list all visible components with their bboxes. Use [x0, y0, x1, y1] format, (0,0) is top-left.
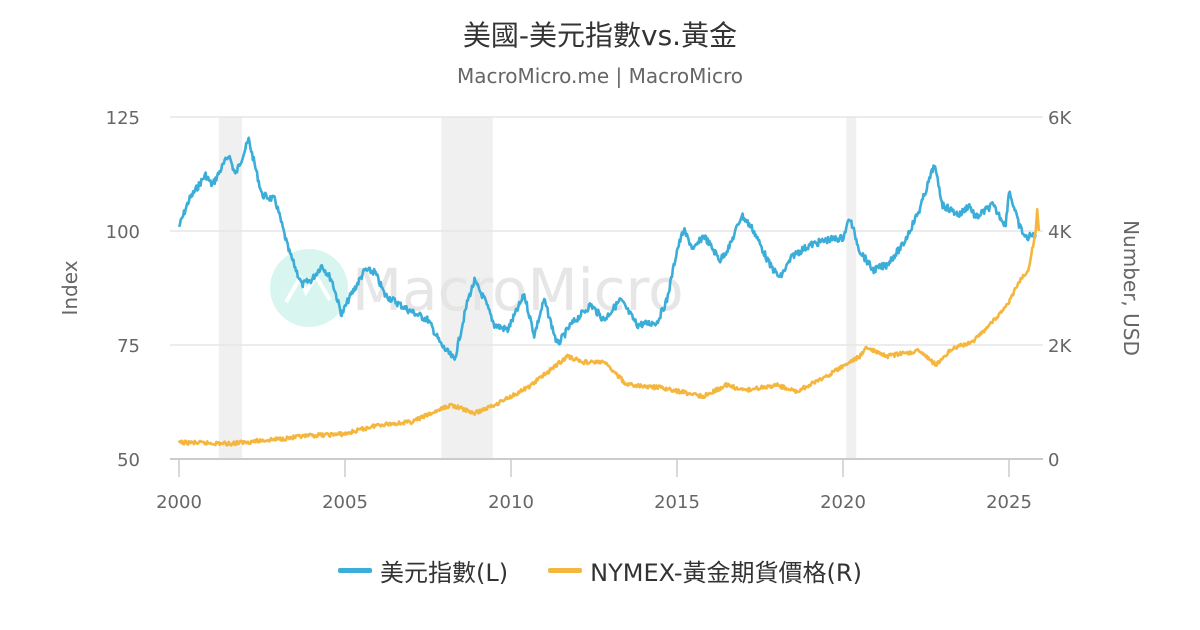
gold-price-line: [177, 208, 1041, 447]
legend-swatch: [548, 568, 583, 573]
legend-label: 美元指數(L): [380, 559, 509, 587]
legend-label: NYMEX-黃金期貨價格(R): [590, 559, 862, 587]
recession-shade: [441, 117, 493, 459]
x-tick-label: 2025: [986, 492, 1032, 513]
y-left-tick-label: 75: [117, 336, 140, 357]
chart-subtitle: MacroMicro.me | MacroMicro: [457, 64, 743, 88]
y-right-tick-label: 4K: [1048, 222, 1072, 243]
chart-title: 美國-美元指數vs.黃金: [462, 19, 738, 52]
x-tick-label: 2005: [322, 492, 368, 513]
legend-item-dollar-index[interactable]: 美元指數(L): [338, 553, 508, 588]
recession-shade: [846, 117, 857, 459]
x-tick-label: 2010: [488, 492, 534, 513]
macromicro-watermark: MacroMicro: [270, 249, 684, 327]
legend-item-gold[interactable]: NYMEX-黃金期貨價格(R): [548, 553, 862, 588]
recession-shade: [218, 117, 243, 459]
y-right-axis-label: Number, USD: [1119, 220, 1143, 356]
x-tick-label: 2020: [820, 492, 866, 513]
x-tick-label: 2000: [156, 492, 202, 513]
y-left-tick-label: 50: [117, 450, 140, 471]
y-left-axis-label: Index: [58, 260, 82, 315]
legend: 美元指數(L) NYMEX-黃金期貨價格(R): [0, 553, 1200, 588]
dollar-index-line: [177, 136, 1037, 361]
y-left-tick-label: 100: [106, 222, 140, 243]
watermark-text: MacroMicro: [352, 256, 684, 324]
legend-swatch: [338, 568, 373, 573]
y-right-tick-label: 2K: [1048, 336, 1072, 357]
y-left-tick-label: 125: [106, 108, 140, 129]
x-tick-label: 2015: [654, 492, 700, 513]
y-right-tick-label: 0: [1048, 450, 1059, 471]
watermark-logo-mark: [284, 272, 332, 304]
y-right-tick-label: 6K: [1048, 108, 1072, 129]
